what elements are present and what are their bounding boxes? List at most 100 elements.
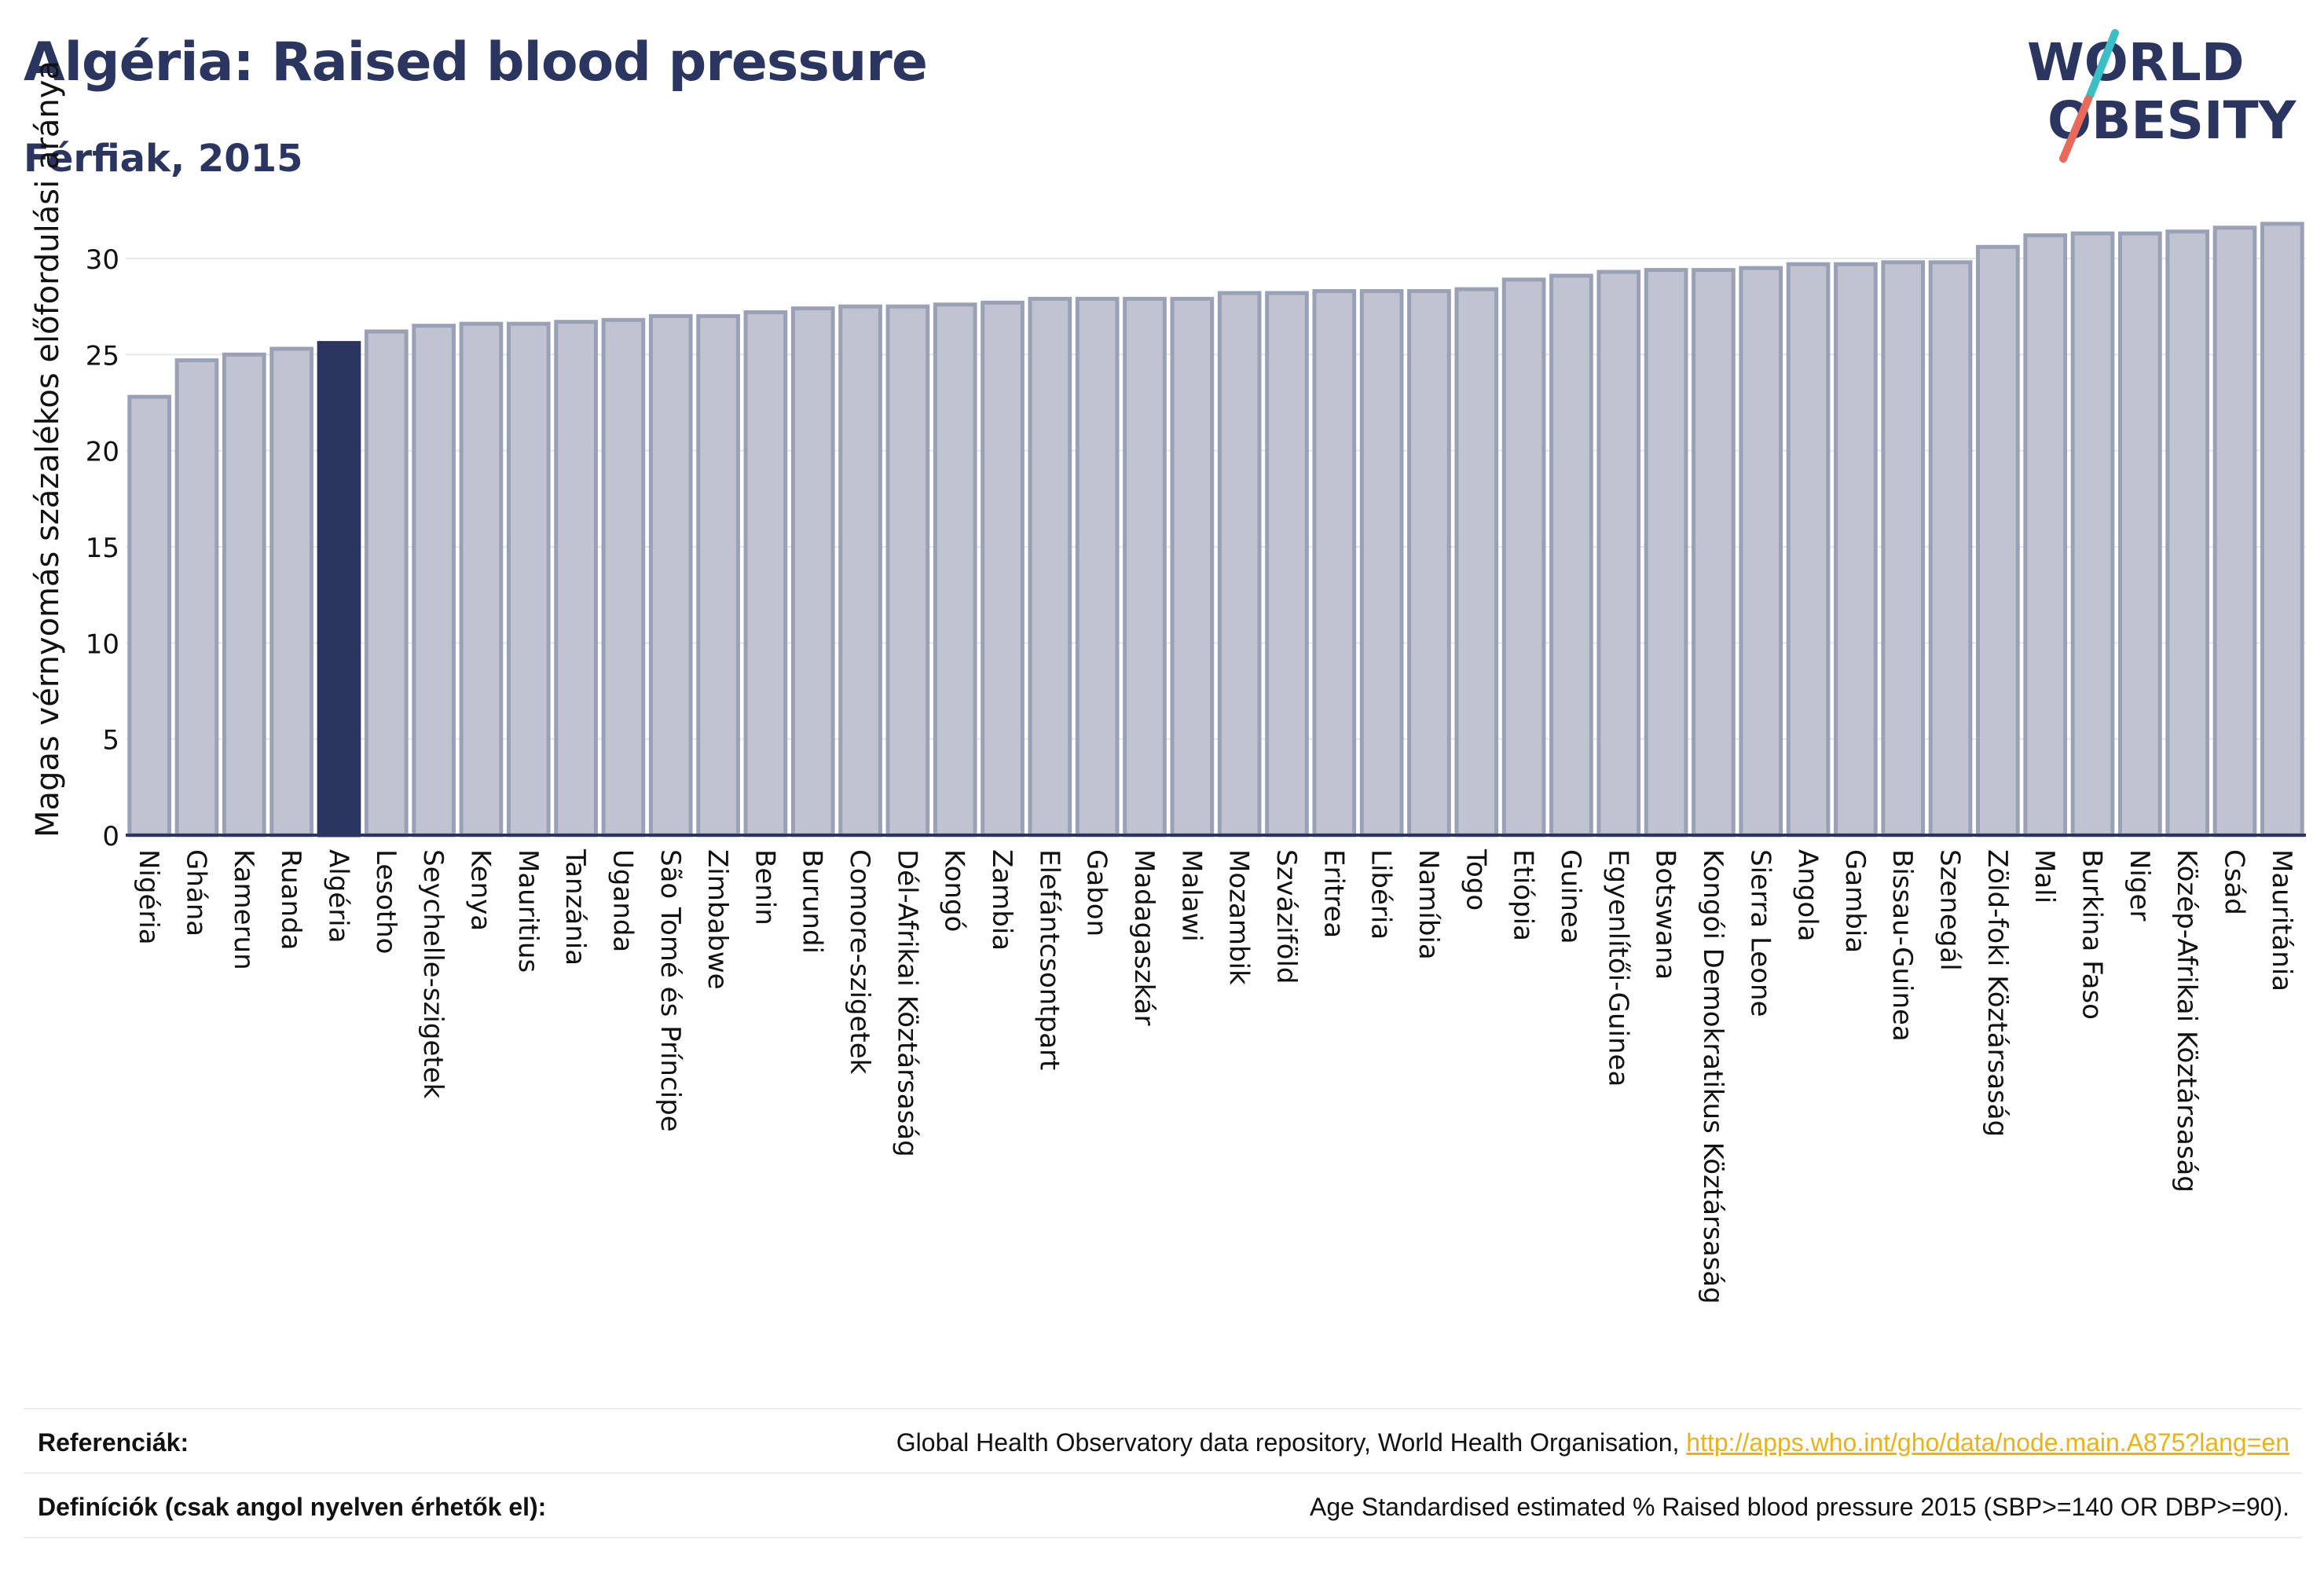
bar bbox=[412, 324, 456, 837]
bar bbox=[506, 321, 551, 837]
bar bbox=[1265, 291, 1309, 837]
x-tick-label: Mauritánia bbox=[2266, 849, 2297, 991]
references-value: Global Health Observatory data repositor… bbox=[896, 1428, 2289, 1457]
definitions-text: Age Standardised estimated % Raised bloo… bbox=[1310, 1493, 2289, 1521]
x-tick-label: Togo bbox=[1460, 848, 1491, 911]
bar bbox=[2165, 229, 2210, 837]
references-text: Global Health Observatory data repositor… bbox=[896, 1428, 1687, 1457]
bar bbox=[2118, 231, 2162, 837]
bar bbox=[1739, 266, 1783, 837]
bar bbox=[1549, 273, 1593, 837]
bar-chart: 0 5 10 15 20 25 30 Magas vérnyomás százalékos e… bbox=[30, 60, 2306, 1304]
y-tick-label: 0 bbox=[102, 821, 119, 852]
bar bbox=[459, 321, 504, 837]
x-tick-label: Libéria bbox=[1365, 849, 1397, 940]
x-tick-label: Ghána bbox=[180, 849, 211, 936]
bar bbox=[1644, 268, 1688, 837]
bar bbox=[933, 302, 977, 837]
bar bbox=[269, 346, 313, 837]
bar bbox=[1123, 296, 1167, 837]
x-tick-label: Gambia bbox=[1839, 849, 1871, 953]
x-tick-label: Etiópia bbox=[1508, 849, 1539, 941]
bar bbox=[601, 317, 646, 837]
logo-line1: WORLD bbox=[2027, 32, 2245, 93]
bar bbox=[1976, 244, 2020, 837]
x-tick-label: Uganda bbox=[607, 849, 638, 952]
x-tick-label: Ruanda bbox=[275, 849, 306, 950]
x-tick-label: Botswana bbox=[1650, 849, 1681, 980]
logo-slash-bottom bbox=[2059, 95, 2092, 163]
chart-subtitle: Férfiak, 2015 bbox=[24, 137, 303, 181]
bar bbox=[1075, 296, 1120, 837]
bar bbox=[1454, 287, 1499, 837]
x-tick-label: São Tomé és Príncipe bbox=[654, 849, 686, 1132]
bar bbox=[1834, 262, 1878, 837]
bar bbox=[743, 310, 788, 837]
x-tick-label: Algéria bbox=[322, 849, 354, 943]
definitions-label: Definíciók (csak angol nyelven érhetők e… bbox=[38, 1493, 547, 1521]
bar bbox=[174, 358, 219, 837]
x-tick-label: Angola bbox=[1792, 849, 1824, 941]
x-tick-label: Benin bbox=[749, 849, 780, 925]
x-tick-label: Sierra Leone bbox=[1744, 849, 1776, 1017]
chart-title: Algéria: Raised blood pressure bbox=[24, 31, 928, 93]
bar bbox=[222, 352, 266, 837]
bar bbox=[2070, 231, 2115, 837]
bar bbox=[838, 304, 882, 837]
y-tick-label: 10 bbox=[86, 629, 119, 660]
bar bbox=[364, 329, 409, 837]
logo-slash-top bbox=[2086, 29, 2119, 100]
x-tick-label: Egyenlítői-Guinea bbox=[1602, 849, 1633, 1087]
bar bbox=[1881, 260, 1926, 837]
references-link[interactable]: http://apps.who.int/gho/data/node.main.A… bbox=[1686, 1428, 2289, 1457]
x-tick-label: Elefántcsontpart bbox=[1033, 849, 1065, 1070]
bar bbox=[885, 304, 930, 837]
x-tick-label: Zöld-foki Köztársaság bbox=[1981, 849, 2013, 1137]
bar bbox=[1786, 262, 1831, 837]
bar bbox=[1312, 289, 1357, 837]
x-tick-label: Mali bbox=[2029, 849, 2060, 903]
x-tick-label: Tanzánia bbox=[559, 848, 591, 966]
x-tick-label: Kamerun bbox=[228, 849, 259, 970]
x-tick-label: Burundi bbox=[797, 849, 828, 954]
bar bbox=[1501, 277, 1546, 837]
footer-divider-mid bbox=[24, 1472, 2302, 1474]
references-label: Referenciák: bbox=[38, 1428, 189, 1457]
bar bbox=[1407, 289, 1451, 837]
world-obesity-logo: WORLD OBESITY bbox=[2027, 29, 2297, 163]
x-tick-label: Bissau-Guinea bbox=[1886, 849, 1918, 1042]
x-tick-label: Nigéria bbox=[133, 849, 164, 945]
x-tick-label: Lesotho bbox=[370, 849, 401, 954]
y-tick-label: 5 bbox=[102, 725, 119, 757]
x-tick-label: Kenya bbox=[464, 849, 496, 931]
x-tick-label: Szenegál bbox=[1934, 849, 1966, 971]
x-tick-label: Burkina Faso bbox=[2077, 849, 2108, 1020]
bar bbox=[981, 300, 1025, 837]
x-tick-label: Eritrea bbox=[1318, 849, 1349, 938]
x-tick-label: Guinea bbox=[1555, 849, 1586, 944]
bar bbox=[790, 306, 835, 837]
bar bbox=[1692, 268, 1736, 837]
bar bbox=[2023, 233, 2068, 837]
x-tick-label: Csád bbox=[2219, 849, 2250, 915]
y-tick-label: 25 bbox=[86, 340, 119, 372]
bar bbox=[1359, 289, 1404, 837]
bar bbox=[1217, 291, 1262, 837]
y-tick-label: 20 bbox=[86, 437, 119, 468]
bar bbox=[1596, 269, 1641, 837]
footer-divider-top bbox=[24, 1408, 2302, 1409]
x-tick-label: Kongói Demokratikus Köztársaság bbox=[1697, 849, 1728, 1304]
bar bbox=[554, 320, 598, 837]
bar bbox=[2260, 222, 2304, 837]
footer-divider-bottom bbox=[24, 1537, 2302, 1538]
x-tick-label: Dél-Afrikai Köztársaság bbox=[891, 849, 922, 1157]
y-tick-label: 30 bbox=[86, 244, 119, 276]
x-tick-label: Malawi bbox=[1175, 849, 1207, 942]
bar bbox=[1028, 296, 1072, 837]
x-tick-label: Namíbia bbox=[1413, 849, 1444, 960]
x-tick-label: Mozambik bbox=[1223, 849, 1255, 985]
bar bbox=[317, 341, 361, 837]
x-tick-label: Niger bbox=[2124, 849, 2155, 921]
bar bbox=[2212, 225, 2257, 837]
x-tick-label: Kongó bbox=[939, 849, 970, 932]
